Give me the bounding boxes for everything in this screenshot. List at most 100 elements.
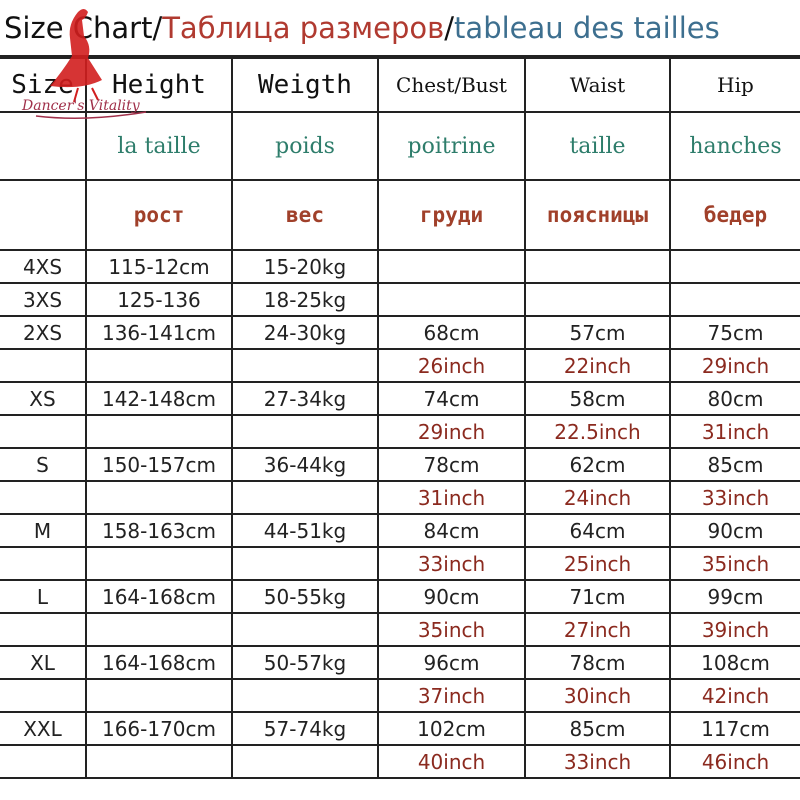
header-ru-height: рост xyxy=(85,179,233,251)
cell-waist: 22.5inch xyxy=(524,414,671,449)
cell-chest: 90cm xyxy=(377,579,526,614)
cell-hip xyxy=(669,282,800,317)
cell-waist: 22inch xyxy=(524,348,671,383)
cell-size: XXL xyxy=(0,711,87,746)
cell-waist: 58cm xyxy=(524,381,671,416)
cell-weight: 50-57kg xyxy=(231,645,379,680)
cell-chest: 29inch xyxy=(377,414,526,449)
header-fr-chest: poitrine xyxy=(377,111,526,181)
cell-chest: 37inch xyxy=(377,678,526,713)
header-fr-waist: taille xyxy=(524,111,671,181)
cell-height: 164-168cm xyxy=(85,579,233,614)
header-waist: Waist xyxy=(524,57,671,113)
cell-chest xyxy=(377,249,526,284)
table-row: L 164-168cm 50-55kg 90cm 71cm 99cm xyxy=(0,579,800,614)
header-row-english: Size Height Weigth Chest/Bust Waist Hip xyxy=(0,57,800,113)
header-fr-weight: poids xyxy=(231,111,379,181)
cell-waist: 57cm xyxy=(524,315,671,350)
cell-hip: 29inch xyxy=(669,348,800,383)
cell-weight xyxy=(231,414,379,449)
cell-size xyxy=(0,546,87,581)
cell-chest: 40inch xyxy=(377,744,526,779)
title-separator: / xyxy=(444,10,455,45)
table-row: M 158-163cm 44-51kg 84cm 64cm 90cm xyxy=(0,513,800,548)
cell-hip: 35inch xyxy=(669,546,800,581)
header-ru-waist: поясницы xyxy=(524,179,671,251)
cell-size: S xyxy=(0,447,87,482)
header-ru-chest: груди xyxy=(377,179,526,251)
cell-hip xyxy=(669,249,800,284)
cell-height: 164-168cm xyxy=(85,645,233,680)
header-fr-hip: hanches xyxy=(669,111,800,181)
cell-chest: 26inch xyxy=(377,348,526,383)
title-russian: Таблица размеров xyxy=(162,10,445,45)
table-row: 26inch 22inch 29inch xyxy=(0,348,800,383)
cell-chest xyxy=(377,282,526,317)
cell-size: M xyxy=(0,513,87,548)
header-row-russian: рост вес груди поясницы бедер xyxy=(0,179,800,251)
cell-weight xyxy=(231,612,379,647)
header-chest: Chest/Bust xyxy=(377,57,526,113)
cell-weight: 15-20kg xyxy=(231,249,379,284)
cell-weight: 18-25kg xyxy=(231,282,379,317)
cell-weight: 50-55kg xyxy=(231,579,379,614)
cell-weight xyxy=(231,744,379,779)
cell-height xyxy=(85,546,233,581)
cell-weight: 36-44kg xyxy=(231,447,379,482)
cell-hip: 31inch xyxy=(669,414,800,449)
cell-chest: 96cm xyxy=(377,645,526,680)
cell-hip: 75cm xyxy=(669,315,800,350)
cell-size xyxy=(0,612,87,647)
table-row: XL 164-168cm 50-57kg 96cm 78cm 108cm xyxy=(0,645,800,680)
cell-height xyxy=(85,414,233,449)
title-english: Size Chart/ xyxy=(4,10,163,45)
table-row: 31inch 24inch 33inch xyxy=(0,480,800,515)
cell-waist: 25inch xyxy=(524,546,671,581)
cell-hip: 117cm xyxy=(669,711,800,746)
cell-waist xyxy=(524,282,671,317)
cell-chest: 33inch xyxy=(377,546,526,581)
cell-size xyxy=(0,348,87,383)
cell-hip: 90cm xyxy=(669,513,800,548)
cell-height xyxy=(85,744,233,779)
header-fr-height: la taille xyxy=(85,111,233,181)
cell-hip: 42inch xyxy=(669,678,800,713)
cell-size: L xyxy=(0,579,87,614)
cell-hip: 99cm xyxy=(669,579,800,614)
cell-height xyxy=(85,348,233,383)
cell-chest: 78cm xyxy=(377,447,526,482)
table-row: 2XS 136-141cm 24-30kg 68cm 57cm 75cm xyxy=(0,315,800,350)
table-row: 35inch 27inch 39inch xyxy=(0,612,800,647)
title-french: tableau des tailles xyxy=(454,10,720,45)
cell-height: 150-157cm xyxy=(85,447,233,482)
table-row: 4XS 115-12cm 15-20kg xyxy=(0,249,800,284)
cell-size: 2XS xyxy=(0,315,87,350)
chart-title: Size Chart/Таблица размеров / tableau des … xyxy=(0,0,800,57)
cell-hip: 80cm xyxy=(669,381,800,416)
table-row: 37inch 30inch 42inch xyxy=(0,678,800,713)
cell-height: 125-136 xyxy=(85,282,233,317)
cell-waist: 85cm xyxy=(524,711,671,746)
cell-weight xyxy=(231,678,379,713)
header-height: Height xyxy=(85,57,233,113)
header-hip: Hip xyxy=(669,57,800,113)
cell-height: 166-170cm xyxy=(85,711,233,746)
cell-waist: 78cm xyxy=(524,645,671,680)
table-row: XXL 166-170cm 57-74kg 102cm 85cm 117cm xyxy=(0,711,800,746)
header-weight: Weigth xyxy=(231,57,379,113)
cell-size xyxy=(0,678,87,713)
cell-weight: 57-74kg xyxy=(231,711,379,746)
cell-weight: 44-51kg xyxy=(231,513,379,548)
cell-size: XS xyxy=(0,381,87,416)
cell-waist: 33inch xyxy=(524,744,671,779)
cell-weight xyxy=(231,546,379,581)
cell-waist: 30inch xyxy=(524,678,671,713)
cell-hip: 33inch xyxy=(669,480,800,515)
header-ru-size xyxy=(0,179,87,251)
table-row: S 150-157cm 36-44kg 78cm 62cm 85cm xyxy=(0,447,800,482)
table-row: 29inch 22.5inch 31inch xyxy=(0,414,800,449)
cell-waist: 27inch xyxy=(524,612,671,647)
size-table: Size Height Weigth Chest/Bust Waist Hip … xyxy=(0,57,800,779)
cell-chest: 84cm xyxy=(377,513,526,548)
table-row: 40inch 33inch 46inch xyxy=(0,744,800,779)
